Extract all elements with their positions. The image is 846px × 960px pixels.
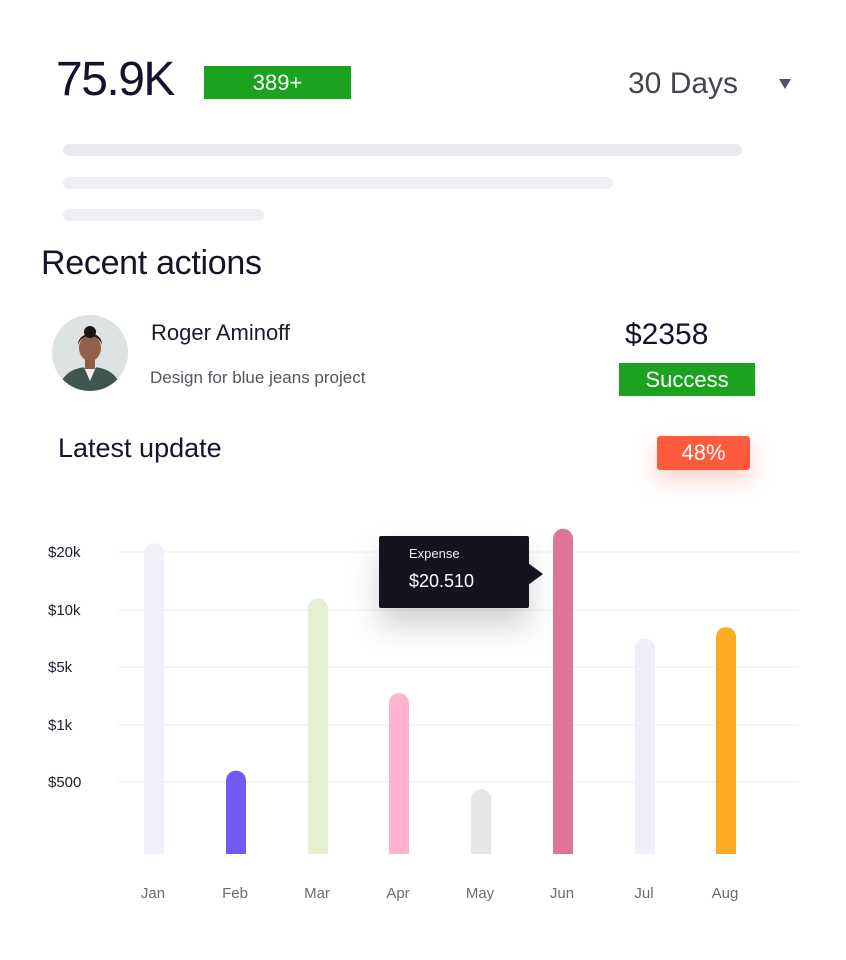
status-badge: Success: [619, 363, 755, 396]
placeholder-line: [63, 177, 613, 189]
chart-title: Latest update: [58, 433, 222, 463]
bar-mar[interactable]: [308, 598, 328, 854]
avatar: [52, 315, 128, 391]
bar-jun[interactable]: [553, 528, 573, 854]
person-name: Roger Aminoff: [151, 320, 291, 345]
person-description: Design for blue jeans project: [150, 368, 366, 387]
placeholder-line: [63, 209, 264, 221]
action-amount: $2358: [625, 318, 709, 351]
x-tick-label: Feb: [222, 885, 248, 902]
y-tick-label: $5k: [48, 659, 73, 676]
x-tick-label: Jun: [550, 885, 574, 902]
period-selected-value: 30 Days: [628, 67, 739, 100]
y-tick-label: $10k: [48, 602, 81, 619]
bar-jan[interactable]: [144, 543, 164, 854]
x-tick-label: Apr: [386, 885, 409, 902]
change-badge: 389+: [204, 66, 351, 99]
bar-jul[interactable]: [635, 638, 655, 855]
bar-aug[interactable]: [716, 627, 736, 854]
tooltip-label: Expense: [409, 546, 460, 561]
person-portrait-icon: [52, 315, 128, 391]
x-tick-label: Jan: [141, 885, 165, 902]
y-tick-label: $500: [48, 774, 81, 791]
chart-tooltip: Expense $20.510: [379, 536, 543, 608]
x-tick-label: Mar: [304, 885, 330, 902]
tooltip-value: $20.510: [409, 571, 475, 591]
recent-actions-title: Recent actions: [41, 244, 262, 282]
headline-total-value: 75.9K: [56, 53, 175, 106]
x-tick-label: May: [466, 885, 495, 902]
x-tick-label: Jul: [634, 885, 653, 902]
y-tick-label: $20k: [48, 544, 81, 561]
caret-down-icon[interactable]: [779, 79, 791, 89]
period-dropdown[interactable]: 30 Days: [628, 64, 798, 104]
y-tick-label: $1k: [48, 717, 73, 734]
bar-apr[interactable]: [389, 693, 409, 854]
bar-feb[interactable]: [226, 770, 246, 854]
placeholder-line: [63, 144, 742, 156]
percent-badge: 48%: [657, 436, 750, 470]
x-tick-label: Aug: [712, 885, 739, 902]
bar-may[interactable]: [471, 789, 491, 854]
